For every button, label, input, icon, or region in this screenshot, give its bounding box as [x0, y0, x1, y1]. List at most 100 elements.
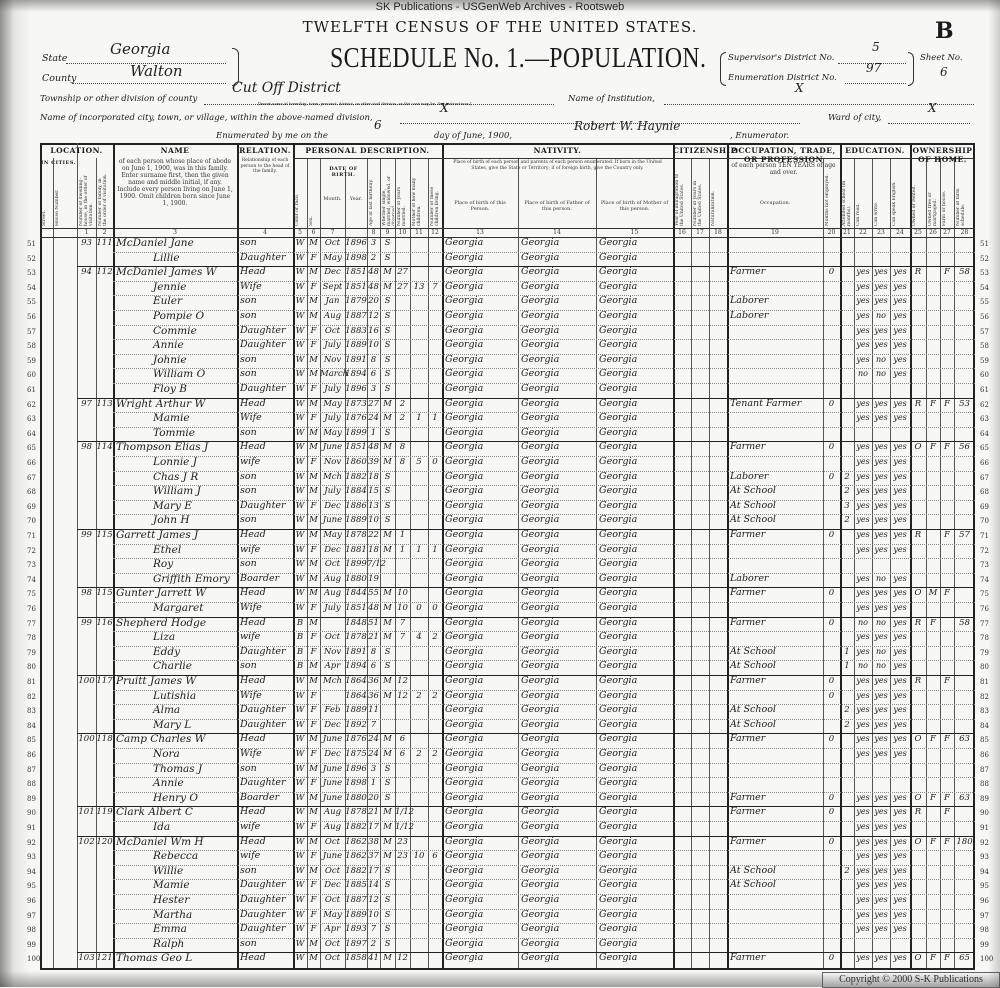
cell-n: Emma	[153, 923, 187, 936]
cell-s: M	[309, 369, 318, 380]
cell-a: 2	[370, 938, 377, 949]
cell-y: 1858	[345, 953, 367, 964]
cell-fb: Georgia	[521, 660, 560, 672]
cell-c: W	[295, 486, 305, 497]
cell-c: W	[295, 895, 305, 905]
cell-o: Laborer	[730, 572, 769, 584]
cell-c: W	[295, 792, 305, 803]
cell-fm: F	[930, 836, 936, 847]
cell-sn: 63	[959, 734, 970, 745]
cell-fm: F	[930, 953, 936, 964]
cell-mb: Georgia	[599, 937, 638, 949]
line-number-right: 96	[980, 897, 989, 905]
cell-en: yes	[893, 719, 907, 729]
cell-m: Oct	[324, 865, 341, 876]
cell-s: M	[309, 836, 318, 847]
cell-s: F	[310, 924, 317, 935]
cell-fm: F	[930, 398, 936, 409]
cell-y: 1882	[345, 865, 367, 876]
column-label-ym: Number of years married.	[397, 186, 407, 226]
cell-ms: M	[383, 734, 392, 745]
cell-r: Head	[240, 266, 266, 278]
column-number: 12	[431, 229, 439, 236]
group-header-name: NAME	[160, 146, 190, 155]
cell-wr: yes	[874, 924, 888, 934]
cell-mb: Georgia	[599, 675, 638, 686]
cell-r: son	[240, 864, 257, 876]
cell-ym: 7	[399, 632, 406, 643]
cell-l: 2	[432, 690, 438, 701]
cell-sn: 57	[959, 530, 970, 540]
cell-ow: O	[914, 442, 922, 453]
cell-n: Wright Arthur W	[116, 397, 206, 410]
cell-r: son	[240, 295, 257, 307]
cell-rd: yes	[856, 719, 870, 729]
cell-n: Ethel	[153, 543, 182, 556]
cell-y: 1848	[345, 617, 367, 628]
cell-d: 98	[81, 442, 92, 453]
cell-fb: Georgia	[521, 645, 560, 657]
cell-wr: yes	[874, 325, 888, 335]
cell-s: F	[310, 544, 317, 555]
cell-d: 97	[81, 398, 92, 409]
cell-l: 0	[432, 603, 438, 613]
line-number-left: 100	[27, 955, 41, 964]
cell-fb: Georgia	[521, 864, 560, 876]
column-label-c: Color or race.	[295, 193, 300, 226]
cell-o: Farmer	[730, 529, 766, 540]
sheet-value: 6	[940, 65, 948, 79]
cell-r: son	[240, 762, 257, 774]
line-number-left: 92	[27, 838, 36, 847]
cell-r: Daughter	[240, 894, 286, 905]
line-number-right: 71	[980, 532, 989, 540]
cell-mb: Georgia	[599, 310, 638, 321]
cell-mb: Georgia	[599, 441, 638, 453]
cell-fb: Georgia	[521, 412, 560, 424]
cell-m: Oct	[324, 938, 341, 949]
enumerator-name: Robert W. Haynie	[574, 119, 681, 133]
cell-a: 48	[368, 281, 379, 292]
cell-ym: 23	[397, 851, 408, 862]
cell-b: Georgia	[445, 456, 484, 467]
cell-m: Aug	[323, 807, 342, 818]
cell-mb: Georgia	[599, 251, 638, 263]
cell-ms: S	[384, 354, 391, 365]
cell-ym: 1/12	[395, 822, 415, 832]
cell-u: 0	[828, 617, 835, 628]
enumerated-day: 6	[374, 118, 382, 132]
cell-r: Daughter	[240, 339, 286, 351]
enumerator-label: , Enumerator.	[730, 131, 790, 141]
cell-en: yes	[893, 632, 907, 642]
cell-fh: F	[944, 530, 950, 540]
line-number-right: 56	[980, 313, 989, 321]
cell-u: 0	[828, 690, 835, 701]
cell-n: Ralph	[153, 937, 185, 950]
cell-m: May	[323, 252, 342, 263]
cell-a: 1	[370, 778, 377, 789]
cell-rd: yes	[856, 603, 870, 612]
cell-b: Georgia	[445, 718, 484, 730]
group-header-personal: PERSONAL DESCRIPTION.	[305, 146, 430, 155]
cell-m: Mch	[323, 676, 342, 686]
cell-n: Gunter Jarrett W	[116, 587, 206, 600]
cell-a: 16	[368, 325, 379, 336]
column-label-sc: Attended school (in months).	[842, 180, 852, 226]
cell-ow: O	[914, 734, 922, 745]
cell-d: 93	[81, 238, 92, 248]
cell-mb: Georgia	[599, 558, 638, 570]
cell-m: July	[324, 603, 341, 613]
cell-b: Georgia	[445, 237, 484, 248]
cell-s: M	[309, 617, 318, 628]
column-label-u: Months not employed.	[825, 173, 830, 226]
line-number-left: 53	[27, 269, 36, 278]
cell-y: 1844	[345, 588, 367, 599]
column-number: 24	[896, 229, 904, 236]
cell-n: John H	[153, 514, 190, 527]
cell-ms: S	[384, 646, 391, 657]
cell-c: W	[295, 559, 305, 570]
cell-r: Daughter	[240, 645, 286, 657]
cell-fb: Georgia	[521, 616, 560, 628]
cell-ms: M	[383, 544, 392, 555]
enumeration-label: Enumeration District No.	[728, 73, 837, 83]
cell-en: yes	[893, 924, 907, 934]
